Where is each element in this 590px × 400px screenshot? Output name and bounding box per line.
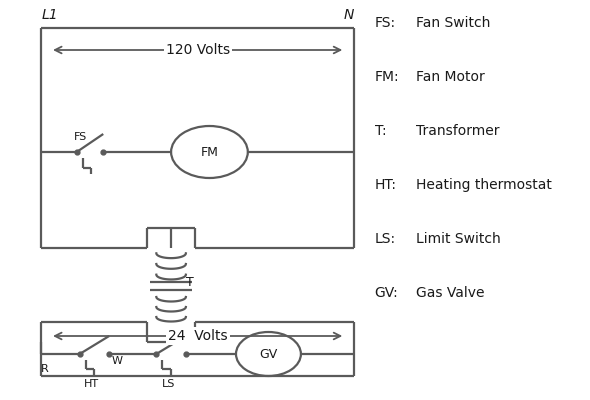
Text: Gas Valve: Gas Valve <box>416 286 484 300</box>
Text: 120 Volts: 120 Volts <box>166 43 230 57</box>
Text: Fan Motor: Fan Motor <box>416 70 485 84</box>
Text: LS:: LS: <box>375 232 396 246</box>
Text: R: R <box>41 364 49 374</box>
Text: FM:: FM: <box>375 70 399 84</box>
Text: HT: HT <box>84 379 99 389</box>
Text: L1: L1 <box>41 8 58 22</box>
Text: Heating thermostat: Heating thermostat <box>416 178 552 192</box>
Text: FM: FM <box>201 146 218 158</box>
Text: Limit Switch: Limit Switch <box>416 232 501 246</box>
Text: FS:: FS: <box>375 16 396 30</box>
Text: N: N <box>343 8 354 22</box>
Text: T: T <box>186 276 194 288</box>
Text: LS: LS <box>162 379 175 389</box>
Text: FS: FS <box>74 132 87 142</box>
Text: Fan Switch: Fan Switch <box>416 16 490 30</box>
Text: Transformer: Transformer <box>416 124 500 138</box>
Text: W: W <box>112 356 123 366</box>
Text: GV: GV <box>260 348 277 360</box>
Text: HT:: HT: <box>375 178 396 192</box>
Text: GV:: GV: <box>375 286 398 300</box>
Text: 24  Volts: 24 Volts <box>168 329 228 343</box>
Text: T:: T: <box>375 124 386 138</box>
